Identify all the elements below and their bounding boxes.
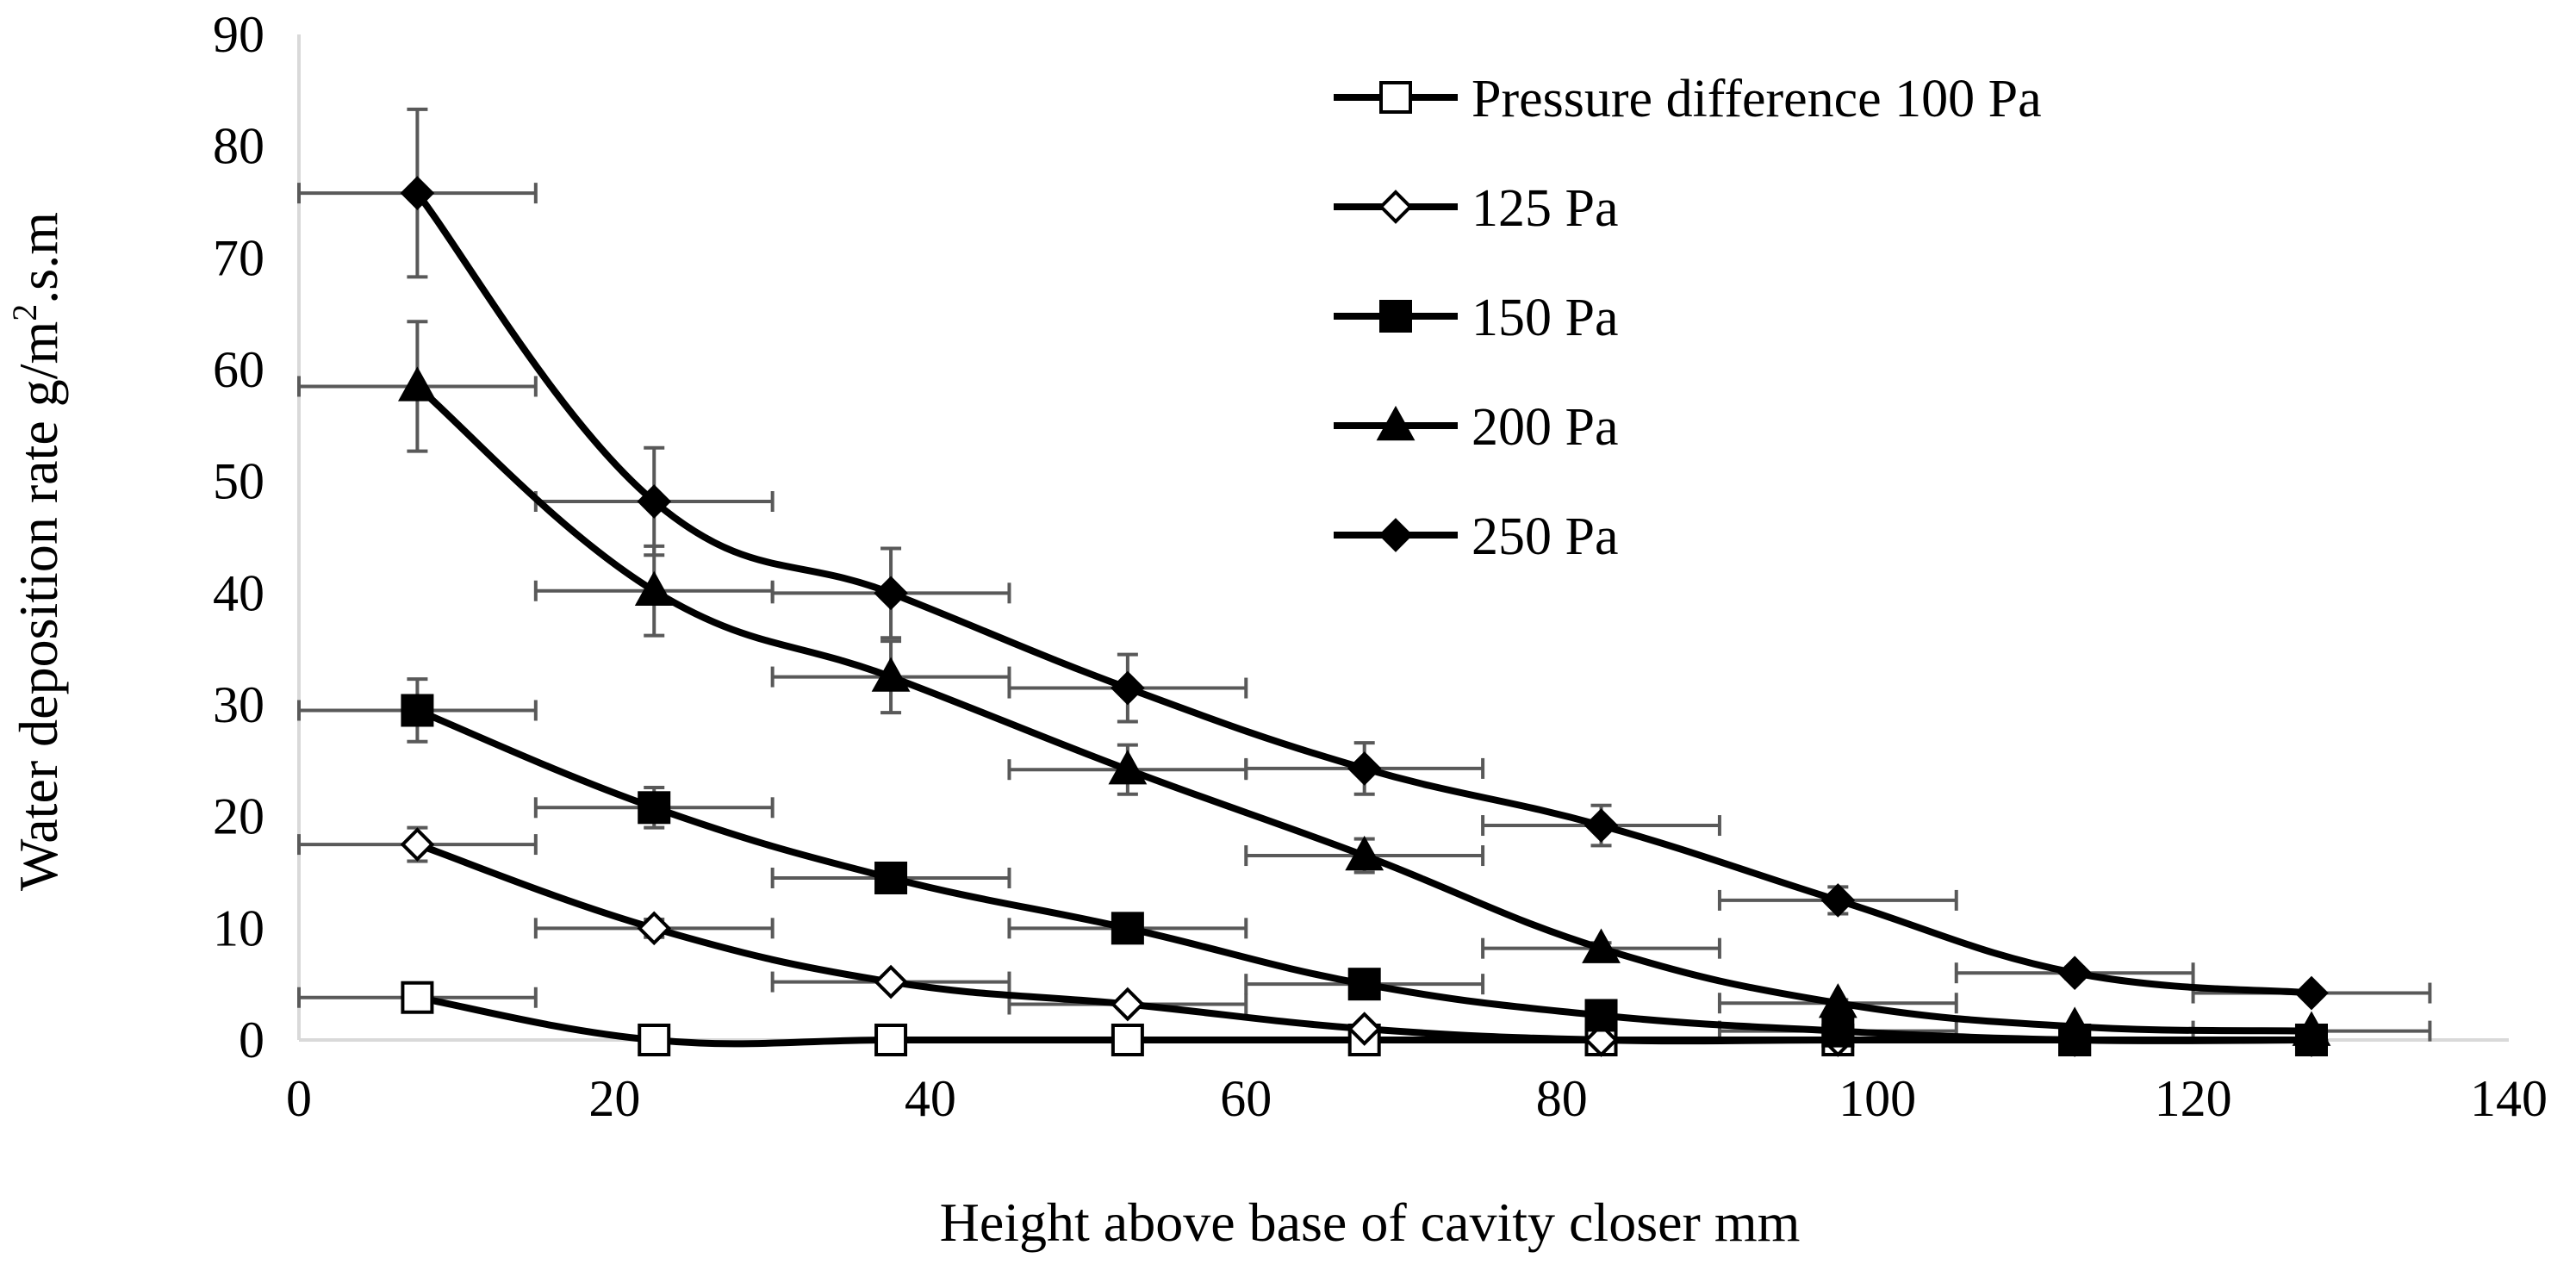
y-axis-title: Water deposition rate g/m2.s.m bbox=[5, 212, 69, 891]
y-tick-label: 20 bbox=[213, 788, 264, 845]
legend-label: Pressure difference 100 Pa bbox=[1472, 70, 2042, 128]
data-point-s2 bbox=[637, 911, 672, 946]
data-point-s3 bbox=[401, 694, 434, 727]
y-tick-label: 70 bbox=[213, 229, 264, 286]
data-point-s2 bbox=[400, 827, 435, 862]
y-tick-label: 80 bbox=[213, 118, 264, 175]
data-point-s5 bbox=[637, 484, 672, 519]
data-point-s3 bbox=[874, 861, 908, 894]
data-point-s5 bbox=[2057, 956, 2092, 991]
legend-marker bbox=[1376, 405, 1416, 441]
data-point-s3 bbox=[638, 791, 671, 825]
data-point-s4 bbox=[634, 570, 674, 606]
legend-marker bbox=[1378, 190, 1413, 224]
data-point-s5 bbox=[874, 576, 908, 611]
legend-marker bbox=[1379, 300, 1412, 333]
data-point-s2 bbox=[1347, 1012, 1382, 1046]
x-tick-label: 60 bbox=[1220, 1070, 1272, 1127]
y-axis-title-tail: .s.m bbox=[8, 212, 69, 304]
data-point-s1 bbox=[874, 1024, 908, 1056]
data-point-s4 bbox=[398, 366, 437, 402]
y-tick-label: 60 bbox=[213, 341, 264, 398]
series-lines bbox=[414, 190, 2312, 1048]
y-tick-label: 30 bbox=[213, 676, 264, 733]
data-point-s1 bbox=[1111, 1024, 1144, 1056]
series-line-4 bbox=[414, 383, 2312, 1035]
legend-label: 150 Pa bbox=[1472, 289, 1619, 347]
data-point-s4 bbox=[1818, 983, 1857, 1018]
x-tick-label: 120 bbox=[2155, 1070, 2232, 1127]
y-tick-label: 50 bbox=[213, 453, 264, 510]
legend-label: 200 Pa bbox=[1472, 398, 1619, 457]
data-point-s3 bbox=[1347, 968, 1381, 1001]
data-point-s2 bbox=[1111, 987, 1145, 1022]
x-tick-labels: 0 20 40 60 80 100 120 140 bbox=[286, 1070, 2548, 1127]
y-tick-label: 0 bbox=[239, 1012, 264, 1068]
data-point-s2 bbox=[874, 964, 908, 999]
y-tick-label: 90 bbox=[213, 6, 264, 63]
data-point-s4 bbox=[1582, 928, 1621, 963]
data-point-s3 bbox=[1821, 1014, 1855, 1048]
data-point-s2 bbox=[1584, 1023, 1619, 1057]
y-axis-title-superscript: 2 bbox=[5, 304, 44, 321]
legend: Pressure difference 100 Pa 125 Pa 150 Pa 20… bbox=[1334, 70, 2042, 566]
y-tick-label: 10 bbox=[213, 900, 264, 956]
x-tick-label: 20 bbox=[588, 1070, 640, 1127]
series-line-5 bbox=[414, 190, 2312, 997]
data-point-s1 bbox=[401, 981, 434, 1014]
x-tick-label: 80 bbox=[1536, 1070, 1588, 1127]
data-point-s4 bbox=[1345, 835, 1384, 871]
data-point-s4 bbox=[2055, 1006, 2094, 1042]
data-point-s1 bbox=[638, 1024, 671, 1056]
data-point-s4 bbox=[871, 657, 911, 692]
legend-marker bbox=[1378, 518, 1413, 552]
legend-marker bbox=[1379, 81, 1412, 114]
data-point-s3 bbox=[1111, 912, 1144, 945]
data-point-s5 bbox=[1347, 751, 1382, 786]
data-point-s5 bbox=[1584, 808, 1619, 843]
legend-label: 125 Pa bbox=[1472, 179, 1619, 238]
data-point-s4 bbox=[1108, 750, 1148, 785]
y-tick-label: 40 bbox=[213, 564, 264, 621]
x-tick-label: 100 bbox=[1839, 1070, 1916, 1127]
legend-label: 250 Pa bbox=[1472, 507, 1619, 566]
error-bars bbox=[297, 107, 2432, 1042]
x-tick-label: 40 bbox=[905, 1070, 956, 1127]
data-point-s3 bbox=[1584, 999, 1618, 1032]
data-point-s5 bbox=[1820, 883, 1856, 918]
x-axis-title: Height above base of cavity closer mm bbox=[940, 1192, 1801, 1253]
x-tick-label: 0 bbox=[286, 1070, 312, 1127]
axes: 0 10 20 30 40 50 60 70 80 90 0 20 40 60 80 100 120 140 bbox=[213, 6, 2548, 1127]
y-axis-title-main: Water deposition rate g/m bbox=[8, 321, 69, 891]
data-point-s5 bbox=[400, 176, 435, 210]
x-tick-label: 140 bbox=[2470, 1070, 2548, 1127]
series-markers bbox=[398, 176, 2331, 1057]
data-point-s4 bbox=[2292, 1011, 2331, 1046]
y-tick-labels: 0 10 20 30 40 50 60 70 80 90 bbox=[213, 6, 264, 1068]
data-point-s5 bbox=[1111, 670, 1145, 706]
data-point-s5 bbox=[2294, 975, 2329, 1011]
